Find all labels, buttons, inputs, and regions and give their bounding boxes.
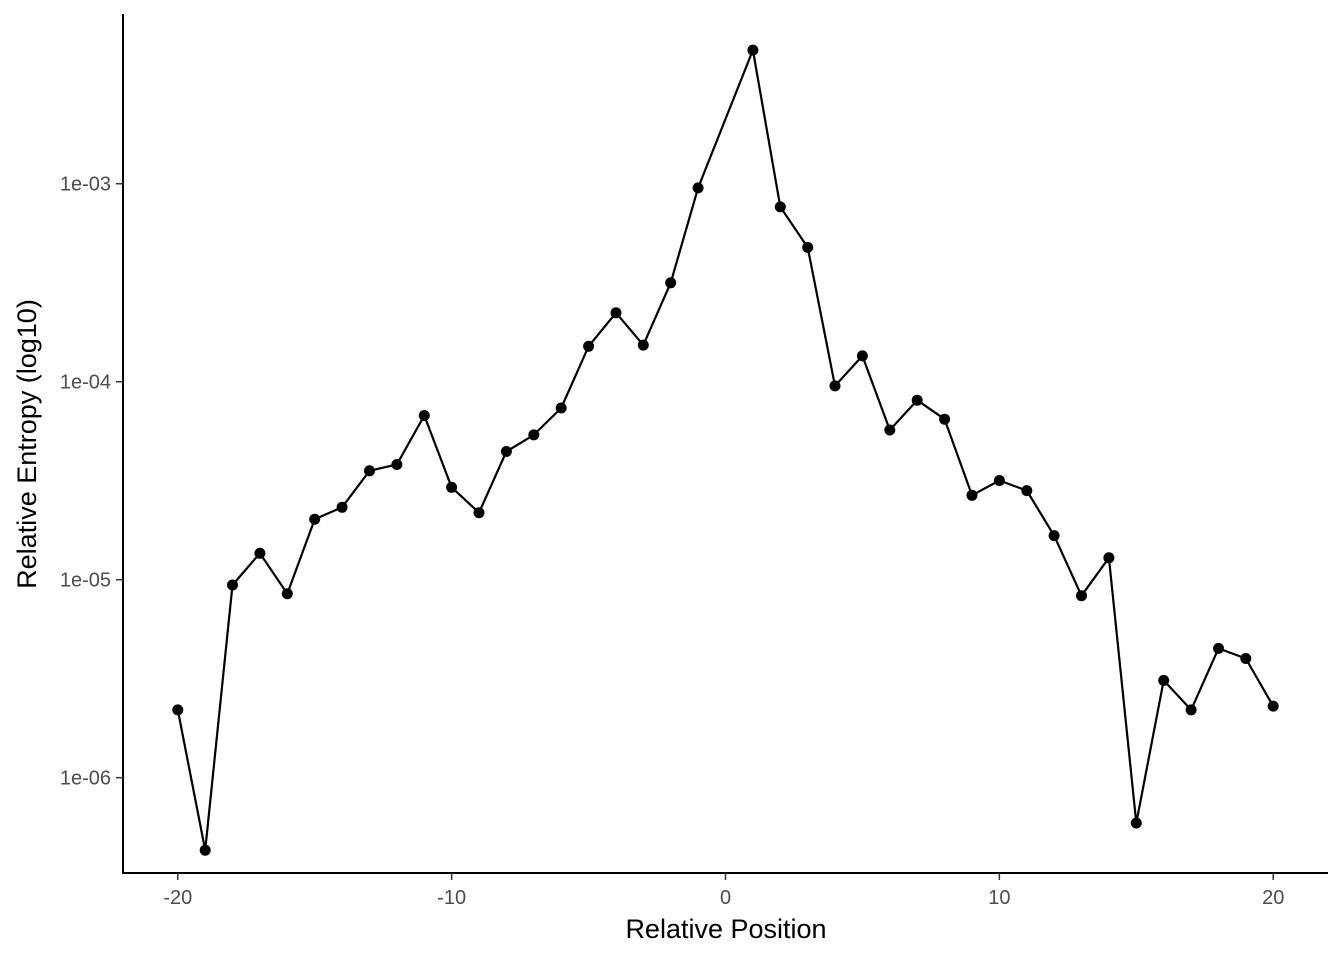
y-tick-label: 1e-04	[60, 372, 111, 394]
data-point	[747, 44, 759, 56]
data-point	[555, 402, 567, 414]
y-tick-label: 1e-05	[60, 570, 111, 592]
data-point	[1185, 704, 1197, 716]
data-point	[199, 844, 211, 856]
data-point	[802, 241, 814, 253]
data-point	[172, 704, 184, 716]
y-tick-label: 1e-03	[60, 174, 111, 196]
series-line	[176, 48, 1275, 852]
data-point	[336, 501, 348, 513]
x-axis-title: Relative Position	[625, 914, 826, 944]
plot-series	[172, 44, 1279, 856]
data-point	[1213, 642, 1224, 654]
data-point	[774, 201, 786, 213]
data-point	[939, 413, 951, 425]
data-point	[500, 446, 512, 457]
data-point	[829, 380, 841, 392]
data-point	[473, 507, 485, 519]
data-point	[610, 307, 622, 319]
data-point	[391, 459, 403, 470]
data-point	[884, 424, 896, 436]
data-point	[446, 481, 458, 493]
data-point	[281, 588, 293, 600]
x-tick-label: 20	[1262, 887, 1284, 909]
x-tick-label: 10	[988, 887, 1010, 909]
x-tick-label: -20	[163, 887, 192, 909]
data-point	[966, 489, 978, 501]
data-point	[665, 277, 677, 289]
y-tick-label: 1e-06	[60, 768, 111, 790]
data-point	[1048, 530, 1060, 542]
data-point	[254, 547, 266, 559]
x-ticks: -20 -10 0 10 20	[163, 873, 1284, 909]
data-point	[637, 339, 649, 351]
data-point	[1158, 674, 1170, 686]
data-point	[364, 465, 375, 477]
data-point	[309, 513, 321, 525]
data-point	[1021, 485, 1033, 497]
data-point	[911, 394, 923, 406]
x-tick-label: -10	[437, 887, 466, 909]
y-axis-title: Relative Entropy (log10)	[12, 299, 42, 589]
data-point	[528, 429, 540, 441]
x-tick-label: 0	[720, 887, 731, 909]
data-point	[418, 410, 430, 421]
data-point	[1130, 817, 1142, 829]
data-point	[1076, 590, 1087, 602]
data-point	[1103, 552, 1115, 564]
data-point	[692, 182, 704, 194]
data-point	[856, 350, 868, 362]
y-ticks: 1e-06 1e-05 1e-04 1e-03	[60, 174, 123, 790]
data-point	[1267, 700, 1279, 712]
data-point	[993, 475, 1005, 486]
data-point	[583, 340, 595, 352]
data-point	[1240, 653, 1252, 664]
data-point	[227, 579, 238, 591]
